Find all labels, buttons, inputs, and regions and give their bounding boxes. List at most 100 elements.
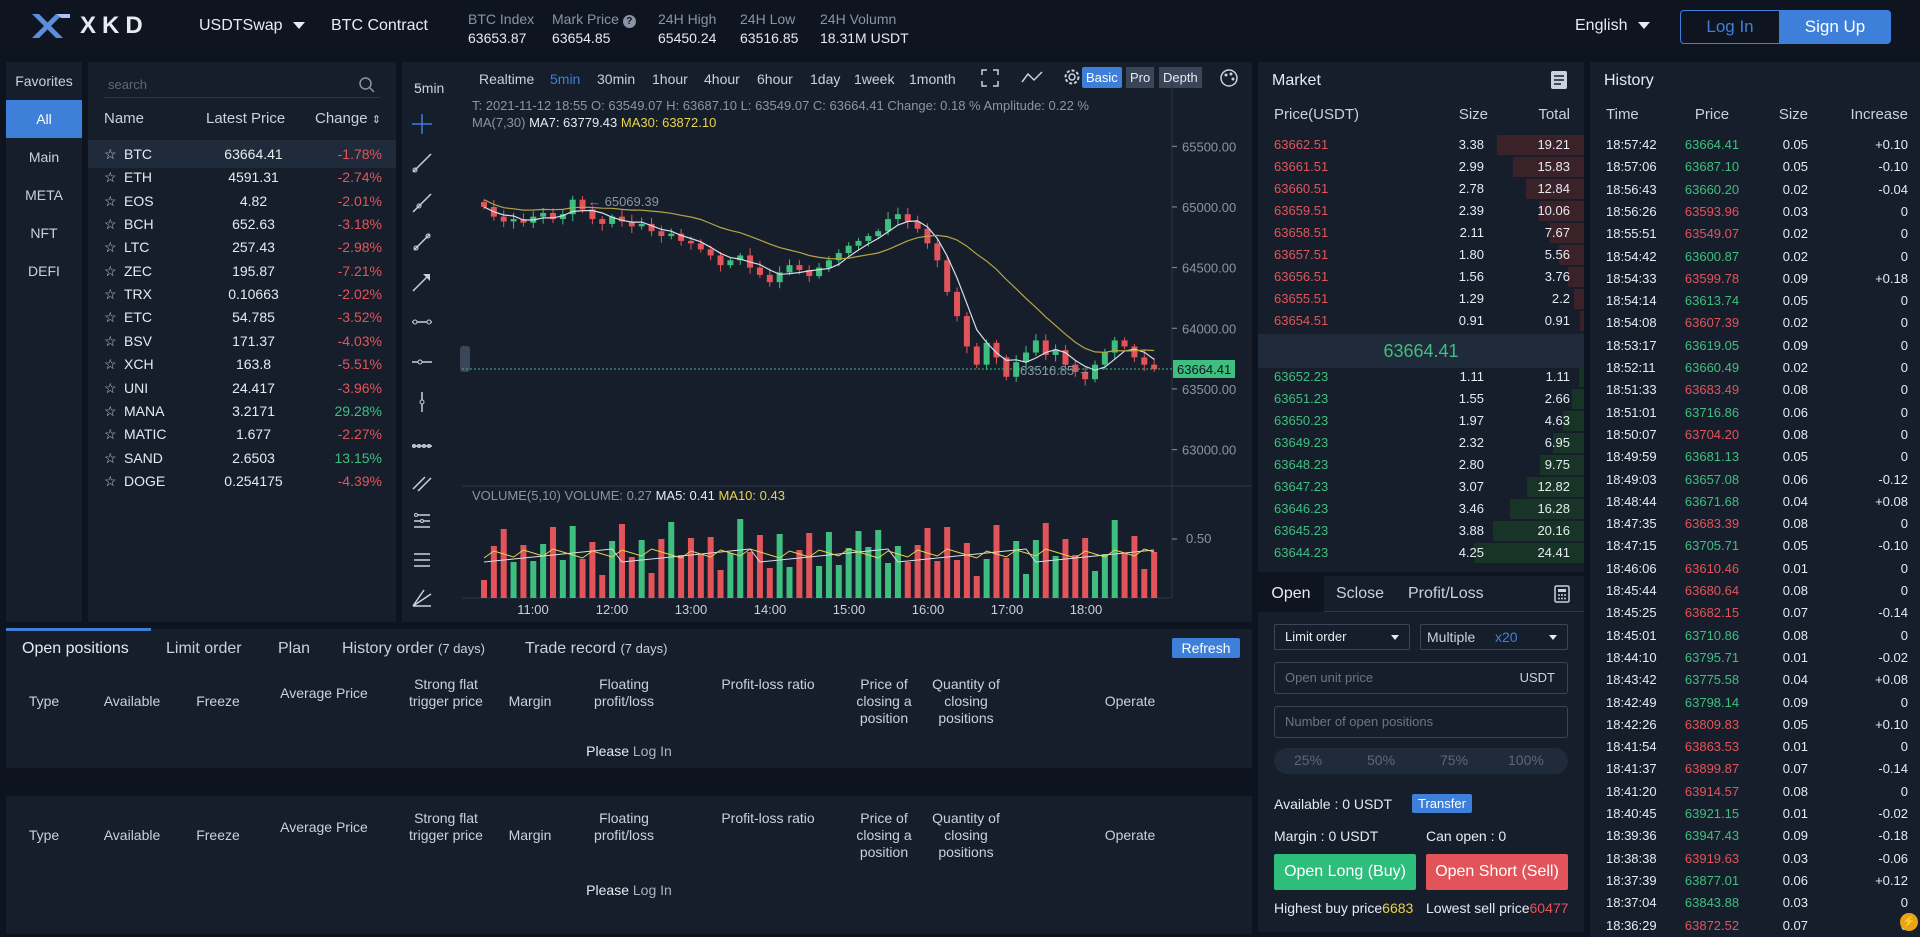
transfer-button[interactable]: Transfer [1412, 794, 1472, 813]
bid-row[interactable]: 63644.23 4.25 24.41 [1258, 542, 1584, 564]
coin-row[interactable]: ☆ ETC 54.785 -3.52% [88, 303, 396, 331]
tf-1hour[interactable]: 1hour [652, 71, 688, 87]
col-header-name[interactable]: Name [104, 110, 145, 127]
coin-row[interactable]: ☆ TRX 0.10663 -2.02% [88, 280, 396, 308]
login-link[interactable]: Log In [632, 882, 672, 898]
col-header-change[interactable]: Change ⇕ [315, 110, 381, 127]
coin-row[interactable]: ☆ LTC 257.43 -2.98% [88, 233, 396, 261]
multiple-select[interactable]: Multiple x20 [1420, 624, 1568, 650]
bid-row[interactable]: 63647.23 3.07 12.82 [1258, 476, 1584, 498]
star-icon[interactable]: ☆ [104, 356, 117, 373]
tab-limit-order[interactable]: Limit order [166, 640, 242, 657]
coin-row[interactable]: ☆ BCH 652.63 -3.18% [88, 210, 396, 238]
bid-row[interactable]: 63651.23 1.55 2.66 [1258, 388, 1584, 410]
arrow-tool-icon[interactable] [410, 270, 434, 294]
document-icon[interactable] [1550, 70, 1568, 90]
quantity-input[interactable]: Number of open positions [1274, 706, 1568, 738]
ask-row[interactable]: 63662.51 3.38 19.21 [1258, 134, 1584, 156]
horizontal-ray-icon[interactable] [410, 350, 434, 374]
measure-tool-icon[interactable] [410, 586, 434, 610]
price-channel-icon[interactable] [410, 430, 434, 454]
coin-row[interactable]: ☆ SAND 2.6503 13.15% [88, 444, 396, 472]
bid-row[interactable]: 63650.23 1.97 4.63 [1258, 410, 1584, 432]
star-icon[interactable]: ☆ [104, 239, 117, 256]
language-select[interactable]: English [1575, 17, 1650, 35]
coin-row[interactable]: ☆ EOS 4.82 -2.01% [88, 187, 396, 215]
parallel-lines-icon[interactable] [410, 470, 434, 494]
star-icon[interactable]: ☆ [104, 426, 117, 443]
gear-icon[interactable] [1062, 67, 1082, 87]
calculator-icon[interactable] [1554, 585, 1570, 603]
open-short-button[interactable]: Open Short (Sell) [1426, 854, 1568, 890]
nav-usdt-swap[interactable]: USDTSwap [199, 17, 306, 35]
bid-row[interactable]: 63645.23 3.88 20.16 [1258, 520, 1584, 542]
help-icon[interactable]: ? [622, 15, 636, 28]
ask-row[interactable]: 63656.51 1.56 3.76 [1258, 266, 1584, 288]
star-icon[interactable]: ☆ [104, 262, 117, 279]
palette-icon[interactable] [1218, 67, 1240, 89]
bid-row[interactable]: 63649.23 2.32 6.95 [1258, 432, 1584, 454]
search-icon[interactable] [358, 76, 376, 94]
star-icon[interactable]: ☆ [104, 379, 117, 396]
favorites-item-defi[interactable]: DEFI [28, 263, 60, 279]
ask-row[interactable]: 63654.51 0.91 0.91 [1258, 310, 1584, 332]
mode-basic[interactable]: Basic [1082, 67, 1122, 88]
star-icon[interactable]: ☆ [104, 332, 117, 349]
coin-row[interactable]: ☆ ETH 4591.31 -2.74% [88, 163, 396, 191]
order-type-select[interactable]: Limit order [1274, 624, 1410, 650]
tab-open-positions[interactable]: Open positions [22, 640, 129, 657]
coin-row[interactable]: ☆ BSV 171.37 -4.03% [88, 327, 396, 355]
horizontal-segment-icon[interactable] [410, 310, 434, 334]
star-icon[interactable]: ☆ [104, 402, 117, 419]
bid-row[interactable]: 63646.23 3.46 16.28 [1258, 498, 1584, 520]
favorites-item-nft[interactable]: NFT [30, 225, 58, 241]
ask-row[interactable]: 63658.51 2.11 7.67 [1258, 222, 1584, 244]
lightning-icon[interactable]: ⚡ [1900, 913, 1918, 931]
star-icon[interactable]: ☆ [104, 449, 117, 466]
star-icon[interactable]: ☆ [104, 146, 117, 162]
star-icon[interactable]: ☆ [104, 169, 117, 186]
star-icon[interactable]: ☆ [104, 472, 117, 489]
open-long-button[interactable]: Open Long (Buy) [1274, 854, 1416, 890]
ask-row[interactable]: 63657.51 1.80 5.56 [1258, 244, 1584, 266]
star-icon[interactable]: ☆ [104, 216, 117, 233]
favorites-item-main[interactable]: Main [28, 149, 60, 165]
coin-row[interactable]: ☆ UNI 24.417 -3.96% [88, 374, 396, 402]
star-icon[interactable]: ☆ [104, 309, 117, 326]
tab-sclose[interactable]: Sclose [1336, 585, 1385, 602]
signup-button[interactable]: Sign Up [1779, 10, 1891, 44]
segment-tool-icon[interactable] [410, 230, 434, 254]
favorites-item-meta[interactable]: META [25, 187, 63, 203]
ray-tool-icon[interactable] [410, 191, 434, 215]
coin-row[interactable]: ☆ BTC 63664.41 -1.78% [88, 140, 396, 168]
candlestick-chart[interactable]: 65500.00 65000.00 64500.00 64000.00 63500.00… [402, 62, 1252, 622]
fullscreen-icon[interactable] [980, 68, 1000, 88]
tab-trade-record[interactable]: Trade record (7 days) [525, 640, 667, 658]
pct-25[interactable]: 25% [1294, 752, 1323, 768]
bid-row[interactable]: 63648.23 2.80 9.75 [1258, 454, 1584, 476]
pct-75[interactable]: 75% [1440, 752, 1469, 768]
coin-row[interactable]: ☆ MATIC 1.677 -2.27% [88, 420, 396, 448]
tf-1month[interactable]: 1month [909, 71, 956, 87]
tf-30min[interactable]: 30min [597, 71, 636, 87]
coin-row[interactable]: ☆ DOGE 0.254175 -4.39% [88, 467, 396, 495]
star-icon[interactable]: ☆ [104, 286, 117, 303]
pct-100[interactable]: 100% [1508, 752, 1544, 768]
nav-btc-contract[interactable]: BTC Contract [331, 17, 428, 34]
refresh-button[interactable]: Refresh [1172, 638, 1240, 658]
login-link[interactable]: Log In [632, 743, 672, 759]
ask-row[interactable]: 63655.51 1.29 2.2 [1258, 288, 1584, 310]
fibonacci-icon[interactable] [410, 509, 434, 533]
tf-6hour[interactable]: 6hour [757, 71, 793, 87]
col-header-price[interactable]: Latest Price [206, 110, 286, 127]
pct-50[interactable]: 50% [1367, 752, 1396, 768]
line-tool-icon[interactable] [410, 151, 434, 175]
coin-row[interactable]: ☆ ZEC 195.87 -7.21% [88, 257, 396, 285]
tab-profit-loss[interactable]: Profit/Loss [1408, 585, 1484, 602]
tab-plan[interactable]: Plan [278, 640, 311, 657]
indicator-line-icon[interactable] [1020, 68, 1044, 88]
tab-open[interactable]: Open [1258, 576, 1324, 612]
vertical-line-icon[interactable] [410, 390, 434, 414]
gann-fan-icon[interactable] [410, 548, 434, 572]
tf-5min[interactable]: 5min [550, 71, 581, 87]
